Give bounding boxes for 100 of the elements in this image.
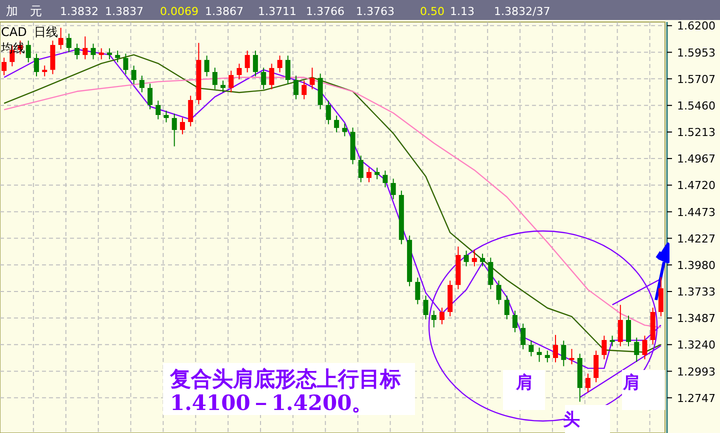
candlestick xyxy=(188,95,194,127)
annotation: 肩 xyxy=(622,373,640,393)
candlestick xyxy=(90,43,96,60)
candlestick xyxy=(544,350,550,363)
candlestick xyxy=(569,348,574,365)
text: 0.50 xyxy=(420,5,444,18)
candlestick xyxy=(366,167,372,183)
candlestick xyxy=(464,250,469,267)
text: 1.3867 xyxy=(205,5,244,18)
y-tick-label: 1.4227 xyxy=(677,232,716,246)
candlestick xyxy=(139,75,144,93)
candlestick xyxy=(634,337,640,362)
candlestick xyxy=(358,155,364,183)
candlestick xyxy=(626,315,632,347)
candlestick xyxy=(277,55,282,73)
candlestick xyxy=(553,334,558,363)
annotation: CAD xyxy=(1,25,27,39)
candlestick xyxy=(212,67,218,90)
candlestick xyxy=(390,178,396,200)
text: 1.3711 xyxy=(258,5,296,18)
candlestick xyxy=(480,253,486,267)
candlestick xyxy=(58,27,64,50)
candlestick xyxy=(302,80,307,100)
candlestick xyxy=(285,55,290,85)
y-tick-label: 1.3980 xyxy=(677,258,716,272)
candlestick xyxy=(585,373,590,393)
y-tick-label: 1.2993 xyxy=(677,365,716,378)
candlestick xyxy=(26,40,31,63)
y-tick-label: 1.6200 xyxy=(677,20,716,33)
candlestick xyxy=(618,304,623,347)
candlestick xyxy=(220,80,226,93)
y-tick-label: 1.2747 xyxy=(677,392,716,405)
candlestick xyxy=(82,36,88,60)
candlestick xyxy=(164,110,169,123)
line-series xyxy=(3,76,662,328)
candlestick xyxy=(439,307,444,325)
annotation: 头 xyxy=(563,410,580,430)
candlestick xyxy=(610,335,615,347)
candlestick xyxy=(415,277,420,305)
text: 1.3766 xyxy=(306,5,344,18)
candlestick xyxy=(431,310,436,328)
candlestick xyxy=(382,170,388,188)
candlestick xyxy=(423,295,428,320)
candlestick xyxy=(512,310,518,333)
candlestick xyxy=(269,63,274,90)
candlestick xyxy=(244,50,250,73)
chart-title: 加 元 xyxy=(6,4,42,18)
candlestick xyxy=(42,65,48,77)
candlestick xyxy=(310,67,315,90)
candlestick xyxy=(204,55,210,77)
candlestick xyxy=(261,67,266,90)
candlestick xyxy=(228,70,234,93)
y-tick-label: 1.3487 xyxy=(677,312,716,326)
y-tick-label: 1.4473 xyxy=(677,206,716,219)
y-tick-label: 1.5460 xyxy=(677,99,716,112)
candlestick xyxy=(252,50,258,77)
y-tick-label: 1.3733 xyxy=(677,286,716,299)
candlestick xyxy=(123,53,128,75)
candlestick xyxy=(334,115,340,133)
candlestick xyxy=(504,295,510,320)
candlestick xyxy=(520,323,526,350)
candlestick xyxy=(594,350,599,383)
candlestick xyxy=(131,65,136,85)
y-tick-label: 1.5707 xyxy=(677,72,716,86)
candlestick xyxy=(536,347,542,362)
candlestick xyxy=(74,43,80,60)
candlestick xyxy=(374,167,380,180)
candlestick xyxy=(642,335,648,360)
y-tick-label: 1.3240 xyxy=(677,338,716,352)
annotation: 日线 xyxy=(34,25,58,39)
candlestick xyxy=(2,57,7,76)
y-tick-label: 1.5953 xyxy=(677,46,716,60)
candlestick xyxy=(342,123,348,137)
text: 1.3832 xyxy=(60,5,98,18)
annotation: 肩 xyxy=(515,373,533,393)
y-tick-label: 1.4967 xyxy=(677,152,716,166)
text: 0.0069 xyxy=(160,5,198,18)
candlestick xyxy=(115,50,120,63)
text: 1.3837 xyxy=(105,5,144,18)
candlestick xyxy=(488,257,494,290)
candlestick xyxy=(148,83,153,110)
candlestick xyxy=(180,117,185,135)
candlestick xyxy=(528,340,534,357)
annotation: 复合头肩底形态上行目标1.4100－1.4200。 xyxy=(170,366,402,415)
candlestick xyxy=(66,33,72,53)
candlestick xyxy=(172,113,177,147)
y-tick-label: 1.4720 xyxy=(677,179,716,192)
candlestick xyxy=(472,249,477,267)
candlestick xyxy=(602,335,607,360)
candlestick xyxy=(294,75,299,100)
text: 1.3763 xyxy=(356,5,394,18)
candlestick xyxy=(98,48,104,60)
text: 1.3832/37 xyxy=(494,5,550,18)
text: 1.13 xyxy=(450,5,474,18)
candlestick xyxy=(34,53,39,77)
candlestick xyxy=(496,280,502,305)
candlestick xyxy=(156,100,161,120)
candlestick xyxy=(658,276,664,317)
y-tick-label: 1.5213 xyxy=(677,126,716,140)
candlestick xyxy=(106,48,112,60)
